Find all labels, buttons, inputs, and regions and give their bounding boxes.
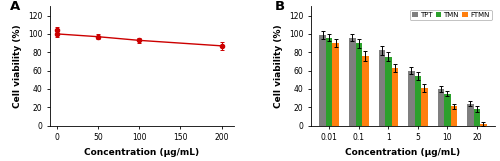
Bar [467,104,473,126]
Bar [385,57,392,126]
X-axis label: Concentration (μg/mL): Concentration (μg/mL) [346,148,461,157]
Bar [356,43,362,126]
Bar [326,38,332,126]
Bar [392,68,398,126]
Bar [450,106,457,126]
Text: B: B [274,0,284,14]
Bar [414,76,421,126]
Bar [444,94,450,126]
Bar [378,50,385,126]
X-axis label: Concentration (μg/mL): Concentration (μg/mL) [84,148,200,157]
Bar [362,56,368,126]
Bar [438,89,444,126]
Bar [320,35,326,126]
Bar [421,88,428,126]
Bar [408,71,414,126]
Text: A: A [10,0,20,14]
Y-axis label: Cell viability (%): Cell viability (%) [14,24,22,108]
Bar [474,109,480,126]
Bar [349,38,356,126]
Bar [332,43,339,126]
Y-axis label: Cell viability (%): Cell viability (%) [274,24,283,108]
Legend: TPT, TMN, FTMN: TPT, TMN, FTMN [410,10,492,20]
Bar [480,124,486,126]
